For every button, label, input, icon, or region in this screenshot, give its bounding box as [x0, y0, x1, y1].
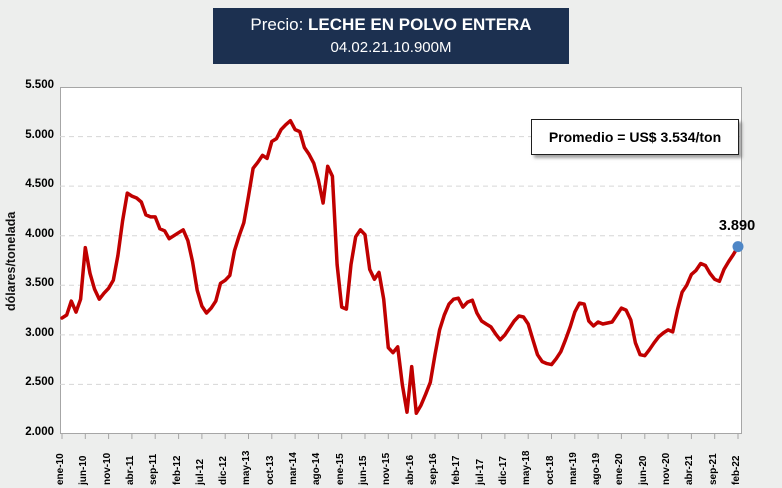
x-tick-label: dic-17 — [497, 456, 509, 485]
x-tick-label: may-13 — [241, 450, 253, 485]
x-tick-label: may-18 — [521, 450, 533, 485]
x-tick-label: feb-22 — [731, 455, 742, 485]
x-tick-label: feb-12 — [171, 455, 183, 485]
chart-title: Precio: LECHE EN POLVO ENTERA — [213, 13, 569, 37]
chart-subtitle: 04.02.21.10.900M — [330, 39, 452, 56]
x-tick-label: jun-10 — [78, 455, 90, 485]
x-tick-label: ago-14 — [311, 452, 323, 485]
x-tick-label: feb-17 — [451, 455, 463, 485]
x-tick-label: dic-12 — [218, 456, 230, 485]
x-tick-label: jun-20 — [637, 455, 649, 485]
x-tick-label: ago-19 — [591, 452, 603, 485]
x-tick-label: oct-18 — [544, 455, 556, 485]
x-tick-label: ene-15 — [334, 453, 346, 485]
x-tick-label: jun-15 — [358, 455, 370, 485]
average-annotation: Promedio = US$ 3.534/ton — [531, 119, 739, 155]
x-tick-label: jul-12 — [194, 458, 206, 485]
chart-title-box: Precio: LECHE EN POLVO ENTERA 04.02.21.1… — [213, 8, 569, 64]
y-tick-label: 5.000 — [25, 128, 54, 141]
x-tick-label: jul-17 — [474, 458, 486, 485]
x-tick-label: oct-13 — [264, 455, 276, 485]
x-tick-label: mar-19 — [567, 452, 579, 485]
x-tick-label: ene-10 — [55, 453, 66, 485]
x-tick-label: abr-21 — [684, 454, 696, 485]
x-tick-label: abr-11 — [124, 455, 136, 485]
y-tick-label: 2.500 — [25, 376, 54, 389]
y-tick-label: 2.000 — [25, 426, 54, 438]
y-tick-label: 4.500 — [25, 178, 54, 191]
x-tick-label: mar-14 — [288, 452, 300, 485]
x-tick-label: abr-16 — [404, 454, 416, 485]
x-tick-label: ene-20 — [614, 453, 626, 485]
price-line-series — [60, 118, 740, 415]
x-tick-label: sep-16 — [427, 453, 439, 485]
y-tick-label: 3.000 — [25, 326, 54, 339]
y-axis-title: dólares/tonelada — [4, 211, 18, 311]
last-point-marker — [732, 241, 744, 253]
last-value-label: 3.890 — [718, 218, 756, 234]
chart-title-prefix: Precio: — [250, 15, 309, 34]
x-tick-label: nov-10 — [101, 452, 113, 485]
x-tick-label: sep-21 — [707, 453, 719, 485]
y-tick-label: 4.000 — [25, 227, 54, 240]
x-tick-label: sep-11 — [148, 453, 160, 485]
x-tick-label: nov-15 — [381, 452, 393, 485]
chart-title-main: LECHE EN POLVO ENTERA — [308, 15, 532, 34]
y-tick-label: 5.500 — [25, 79, 54, 91]
y-tick-label: 3.500 — [25, 277, 54, 290]
x-tick-label: nov-20 — [661, 452, 673, 485]
